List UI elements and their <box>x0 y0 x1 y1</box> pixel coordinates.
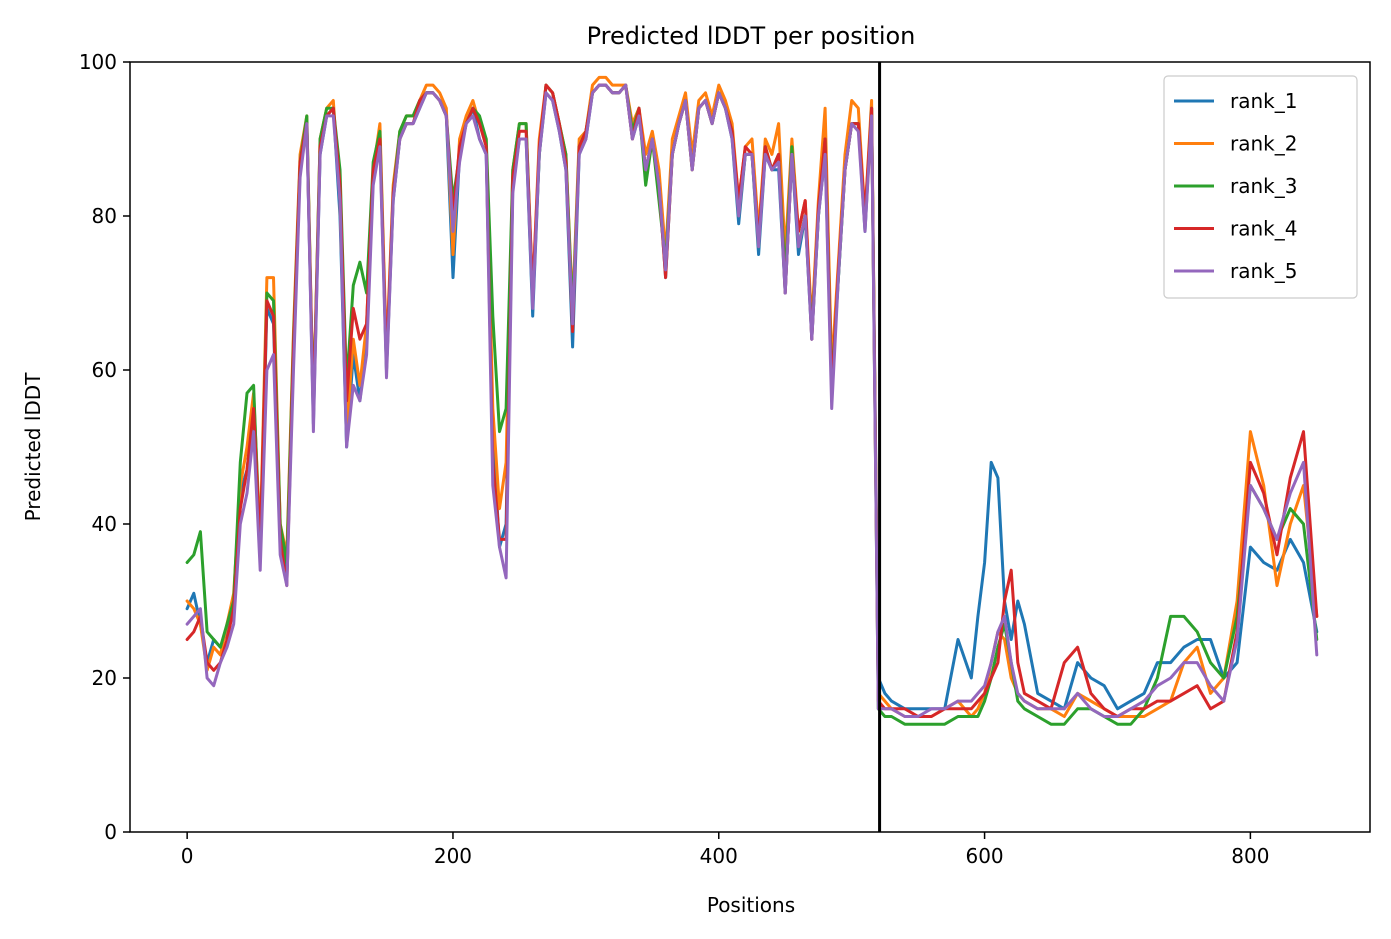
x-tick-label: 800 <box>1231 844 1269 868</box>
legend-label-rank_1: rank_1 <box>1230 89 1297 113</box>
plot-frame <box>129 61 1371 833</box>
y-tick-label: 60 <box>92 358 117 382</box>
legend-box <box>1163 75 1358 299</box>
y-tick-label: 40 <box>92 512 117 536</box>
y-axis-ticks: 0 20 40 60 80 100 <box>79 50 130 844</box>
y-tick-label: 20 <box>92 666 117 690</box>
x-tick-label: 400 <box>700 844 738 868</box>
x-tick-label: 600 <box>965 844 1003 868</box>
x-axis-ticks: 0 200 400 600 800 <box>181 832 1269 868</box>
y-tick-label: 0 <box>104 820 117 844</box>
legend-label-rank_5: rank_5 <box>1230 259 1297 283</box>
series-line-rank_5 <box>185 83 1319 718</box>
y-axis-title: Predicted lDDT <box>21 372 45 522</box>
legend-label-rank_4: rank_4 <box>1230 217 1297 241</box>
x-axis-title: Positions <box>707 893 795 917</box>
legend-label-rank_2: rank_2 <box>1230 132 1297 156</box>
chart-title: Predicted lDDT per position <box>587 22 916 50</box>
x-tick-label: 200 <box>434 844 472 868</box>
x-tick-label: 0 <box>181 844 194 868</box>
y-tick-label: 100 <box>79 50 117 74</box>
series-lines <box>185 75 1319 726</box>
legend: rank_1 rank_2 rank_3 rank_4 rank_5 <box>1163 75 1358 299</box>
legend-label-rank_3: rank_3 <box>1230 174 1297 198</box>
y-tick-label: 80 <box>92 204 117 228</box>
